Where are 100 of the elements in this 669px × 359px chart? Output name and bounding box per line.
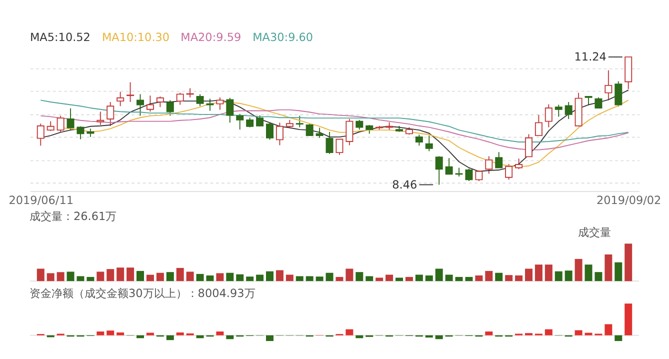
bar xyxy=(505,275,513,282)
candlestick xyxy=(276,122,284,146)
bar xyxy=(266,335,274,342)
bar xyxy=(475,275,483,282)
bar xyxy=(435,335,443,340)
bar xyxy=(216,273,224,282)
candlestick xyxy=(116,91,124,107)
bar xyxy=(36,268,44,282)
bar xyxy=(544,264,552,282)
candlestick xyxy=(266,122,274,140)
bar xyxy=(66,272,74,282)
bar xyxy=(455,276,463,282)
bar xyxy=(415,274,423,282)
candlestick xyxy=(485,156,493,174)
candlestick xyxy=(564,102,572,120)
bar xyxy=(246,276,254,282)
bar xyxy=(156,272,164,282)
bar xyxy=(515,275,523,282)
bar xyxy=(286,274,294,282)
candlestick xyxy=(96,111,104,126)
bar xyxy=(306,276,314,282)
bar xyxy=(266,271,274,282)
bar xyxy=(226,335,234,340)
annotation: 11.24 xyxy=(574,50,606,64)
bar xyxy=(236,274,244,282)
bar xyxy=(296,276,304,282)
candlestick xyxy=(544,104,552,128)
x-tick-label: 2019/06/11 xyxy=(8,194,74,207)
candlestick xyxy=(614,80,622,108)
bar xyxy=(76,276,84,282)
candlestick xyxy=(326,131,334,154)
bar xyxy=(316,276,324,282)
bar xyxy=(425,335,433,338)
bar xyxy=(604,254,612,282)
candlestick xyxy=(505,164,513,180)
bar xyxy=(495,272,503,282)
bar xyxy=(106,330,114,336)
bar xyxy=(116,332,124,336)
bar xyxy=(584,332,592,336)
bar xyxy=(574,330,582,336)
bar xyxy=(594,272,602,282)
text: MA30:9.60 xyxy=(252,31,314,44)
bar xyxy=(425,275,433,282)
candlestick xyxy=(136,94,144,116)
candlestick xyxy=(316,127,324,138)
candlestick xyxy=(236,113,244,130)
bar xyxy=(96,272,104,282)
candlestick xyxy=(166,100,174,116)
bar xyxy=(216,332,224,336)
bar xyxy=(405,276,413,282)
bar xyxy=(396,278,403,282)
bar xyxy=(126,268,134,282)
candlestick xyxy=(336,138,344,156)
candlestick xyxy=(36,123,44,146)
bar xyxy=(226,272,234,282)
bar xyxy=(146,274,154,282)
bar xyxy=(206,275,214,282)
candlestick xyxy=(176,92,184,106)
candlestick xyxy=(356,119,364,130)
bar xyxy=(524,268,532,282)
bar xyxy=(106,269,114,282)
text: MA10:10.30 xyxy=(102,31,170,44)
candlestick xyxy=(465,168,473,182)
candlestick xyxy=(346,118,354,146)
bar xyxy=(346,329,354,336)
bar xyxy=(534,264,542,282)
bar xyxy=(544,329,552,336)
text: 成交量 xyxy=(578,226,611,240)
candlestick xyxy=(256,114,264,127)
candlestick xyxy=(56,115,64,132)
bar xyxy=(96,332,104,336)
annotation: 8.46 xyxy=(392,178,418,192)
candlestick xyxy=(524,134,532,158)
candlestick xyxy=(106,102,114,126)
bar xyxy=(256,274,264,282)
bar xyxy=(176,268,184,282)
bar xyxy=(614,335,622,342)
candlestick xyxy=(196,94,204,107)
bar xyxy=(136,270,144,282)
bar xyxy=(166,272,174,282)
bar xyxy=(56,272,64,282)
candlestick xyxy=(475,170,483,182)
candlestick xyxy=(156,96,164,108)
bar xyxy=(485,270,493,282)
bar xyxy=(376,278,384,282)
bar xyxy=(584,264,592,282)
bar xyxy=(435,268,443,282)
bar xyxy=(386,274,394,282)
bar xyxy=(564,270,572,282)
bar xyxy=(604,324,612,336)
candlestick xyxy=(594,96,602,109)
bar xyxy=(614,262,622,282)
candlestick xyxy=(246,117,254,128)
bar xyxy=(624,304,632,336)
candlestick xyxy=(226,97,234,124)
bar xyxy=(46,273,54,282)
candlestick xyxy=(146,95,154,112)
bar xyxy=(276,270,284,282)
candlestick xyxy=(306,123,314,136)
candlestick xyxy=(455,167,463,177)
